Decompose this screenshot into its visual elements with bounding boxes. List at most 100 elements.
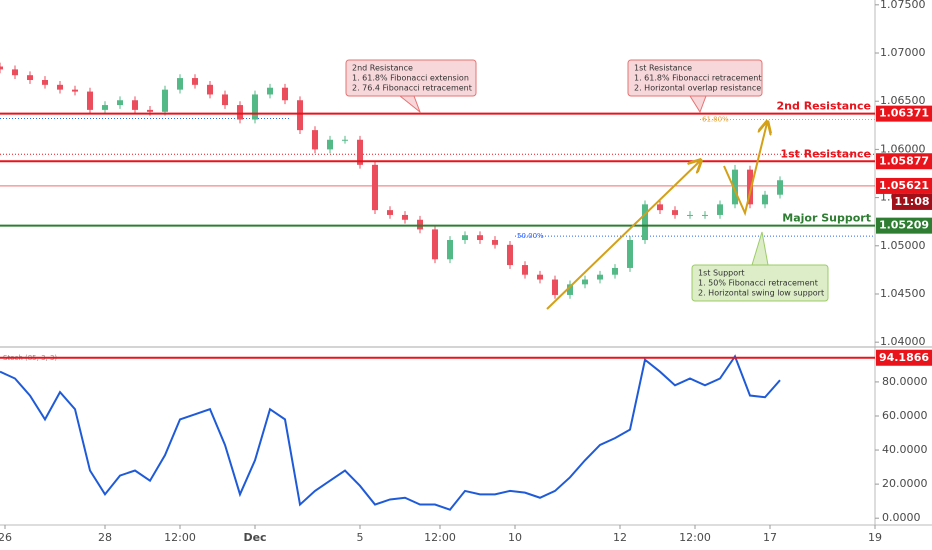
candle-body (372, 164, 378, 211)
candle-body (417, 219, 423, 230)
candle-body (567, 284, 573, 295)
level-value: 1.05209 (879, 219, 929, 232)
level-name: 2nd Resistance (777, 100, 871, 113)
candle-body (327, 139, 333, 150)
annotation-text: 2. Horizontal swing low support (698, 289, 824, 298)
candle-body (132, 100, 138, 110)
candle-body (117, 100, 123, 106)
candle-body (732, 169, 738, 205)
fib-label: 61.80% (702, 116, 729, 124)
annotation-text: 2nd Resistance (352, 64, 413, 73)
candle-body (0, 66, 3, 70)
level-box (876, 349, 932, 366)
candle-body (12, 69, 18, 76)
candle-body (147, 109, 153, 112)
price-box (876, 177, 932, 194)
annotation-text: 1. 61.8% Fibonacci extension (352, 74, 469, 83)
y-tick-label: 80.0000 (882, 375, 928, 388)
candle-body (162, 89, 168, 112)
x-tick-label: 5 (357, 531, 364, 544)
y-tick-label: 60.0000 (882, 409, 928, 422)
x-tick-label: 12 (613, 531, 627, 544)
candle-body (207, 84, 213, 95)
candle-body (387, 210, 393, 215)
y-tick-label: 40.0000 (882, 443, 928, 456)
candle-body (702, 214, 708, 216)
candle-body (87, 91, 93, 110)
candle-body (102, 105, 108, 110)
indicator-line (0, 354, 781, 511)
annotation-pointer (689, 95, 707, 114)
candle-body (177, 78, 183, 90)
y-tick-label: 1.06500 (880, 94, 926, 107)
candle-body (297, 100, 303, 131)
candle-body (672, 210, 678, 215)
candle-body (597, 274, 603, 280)
level-value: 1.05877 (879, 154, 929, 167)
y-tick-label: 1.07500 (880, 0, 926, 11)
x-tick-label: 19 (868, 531, 882, 544)
x-tick-label: 26 (0, 531, 12, 544)
candle-body (72, 89, 78, 92)
y-tick-label: 1.04000 (880, 335, 926, 348)
candle-body (192, 78, 198, 85)
candle-body (42, 80, 48, 85)
overlay (546, 123, 767, 310)
candle-body (747, 169, 753, 205)
candle-body (27, 75, 33, 81)
price-value: 1.05621 (879, 179, 929, 192)
annotation-pointer (751, 231, 769, 266)
candle-body (447, 240, 453, 260)
fib-label: 50.00% (517, 232, 544, 240)
candle-body (432, 229, 438, 260)
arrow (723, 123, 767, 217)
candle-body (552, 279, 558, 295)
y-tick-label: 0.0000 (882, 511, 921, 524)
x-tick-label: 12:00 (164, 531, 196, 544)
x-tick-label: 12:00 (424, 531, 456, 544)
annotation-text: 2. Horizontal overlap resistance (634, 84, 761, 93)
candle-body (477, 235, 483, 241)
candle-body (507, 244, 513, 266)
level-value: 94.1866 (879, 351, 929, 364)
candle-body (57, 84, 63, 90)
annotation-text: 1st Resistance (634, 64, 692, 73)
candle-body (342, 139, 348, 141)
candle-body (612, 267, 618, 275)
candle-body (522, 265, 528, 275)
x-tick-label: 17 (763, 531, 777, 544)
y-tick-label: 1.06000 (880, 142, 926, 155)
candle-body (237, 105, 243, 120)
x-tick-label: 28 (98, 531, 112, 544)
candle-body (687, 214, 693, 216)
x-tick-label: 12:00 (679, 531, 711, 544)
plot-area: 61.80% 50.00% (0, 62, 875, 511)
annotation-text: 1. 61.8% Fibonacci retracement (634, 74, 762, 83)
level-value: 1.06371 (879, 107, 929, 120)
candle-body (762, 194, 768, 205)
candle-body (627, 240, 633, 268)
candle-body (222, 94, 228, 106)
candle-body (267, 87, 273, 95)
y-tick-label: 1.05000 (880, 239, 926, 252)
candle-body (582, 279, 588, 285)
annotation-text: 2. 76.4 Fibonacci retracement (352, 84, 472, 93)
candle-body (777, 180, 783, 195)
y-tick-label: 20.0000 (882, 477, 928, 490)
annotation-pointer (398, 95, 422, 114)
level-name: Major Support (782, 212, 871, 225)
candle-body (357, 139, 363, 165)
countdown-box (892, 193, 932, 210)
arrow (546, 161, 700, 310)
candle-body (402, 214, 408, 220)
candle-body (282, 87, 288, 101)
level-box (876, 153, 932, 170)
annotation-text: 1. 50% Fibonacci retracement (698, 279, 818, 288)
candle-body (312, 130, 318, 150)
annotation-text: 1st Support (698, 269, 745, 278)
candle-body (537, 274, 543, 280)
candle-body (657, 204, 663, 211)
candle-body (642, 204, 648, 241)
countdown: 11:08 (894, 195, 929, 208)
